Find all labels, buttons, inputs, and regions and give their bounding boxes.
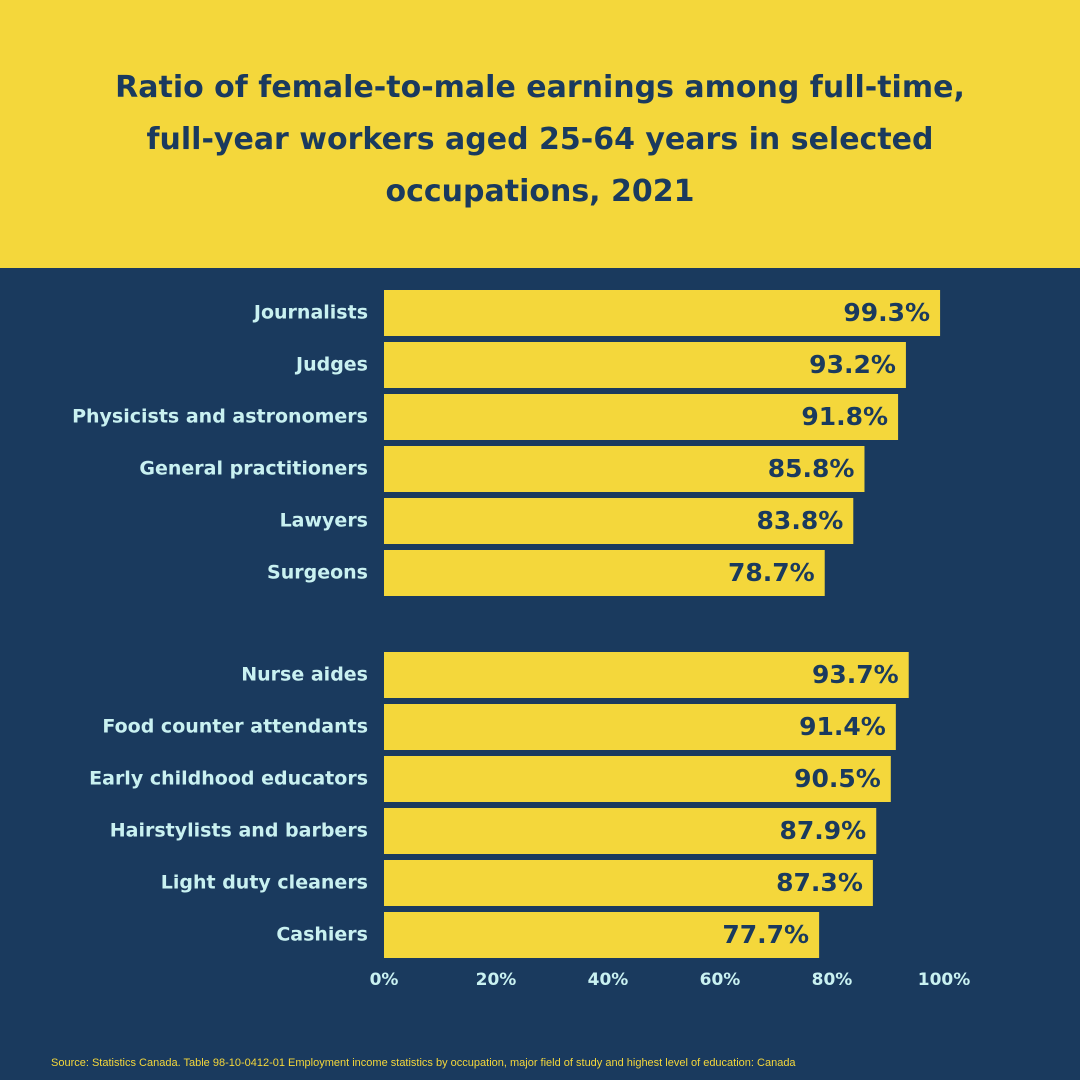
- category-label: Surgeons: [267, 562, 368, 584]
- bar: [384, 912, 820, 958]
- bar: [384, 446, 865, 492]
- value-label: 87.9%: [780, 816, 867, 845]
- category-label: Cashiers: [276, 924, 368, 946]
- value-label: 93.7%: [812, 660, 899, 689]
- x-tick-label: 0%: [370, 970, 399, 990]
- bar: [384, 808, 877, 854]
- bar: [384, 498, 854, 544]
- category-label: Lawyers: [280, 510, 368, 532]
- category-label: General practitioners: [139, 458, 368, 480]
- bar: [384, 290, 941, 336]
- value-label: 99.3%: [843, 298, 930, 327]
- bar: [384, 704, 896, 750]
- bar: [384, 652, 909, 698]
- bar: [384, 394, 899, 440]
- category-label: Light duty cleaners: [161, 872, 368, 894]
- bar: [384, 342, 906, 388]
- bar: [384, 550, 825, 596]
- x-tick-label: 60%: [700, 970, 741, 990]
- category-label: Judges: [294, 354, 368, 376]
- category-label: Physicists and astronomers: [72, 406, 368, 428]
- x-tick-label: 40%: [588, 970, 629, 990]
- value-label: 85.8%: [768, 454, 855, 483]
- category-label: Nurse aides: [241, 664, 368, 686]
- chart-title: Ratio of female-to-male earnings among f…: [115, 70, 965, 209]
- bar: [384, 860, 873, 906]
- value-label: 77.7%: [722, 920, 809, 949]
- title-band: [0, 0, 1080, 268]
- value-label: 83.8%: [757, 506, 844, 535]
- value-label: 93.2%: [809, 350, 896, 379]
- value-label: 87.3%: [776, 868, 863, 897]
- category-label: Hairstylists and barbers: [110, 820, 368, 842]
- x-tick-label: 20%: [476, 970, 517, 990]
- category-label: Early childhood educators: [89, 768, 368, 790]
- bar-chart: Journalists 99.3% Judges 93.2% Physicists an…: [72, 290, 971, 990]
- value-label: 90.5%: [794, 764, 881, 793]
- bar: [384, 756, 891, 802]
- source-note: Source: Statistics Canada. Table 98-10-0…: [51, 1057, 796, 1069]
- value-label: 91.4%: [799, 712, 886, 741]
- category-label: Journalists: [252, 302, 368, 324]
- category-label: Food counter attendants: [102, 716, 368, 738]
- x-tick-label: 100%: [918, 970, 971, 990]
- value-label: 91.8%: [801, 402, 888, 431]
- value-label: 78.7%: [728, 558, 815, 587]
- x-tick-label: 80%: [812, 970, 853, 990]
